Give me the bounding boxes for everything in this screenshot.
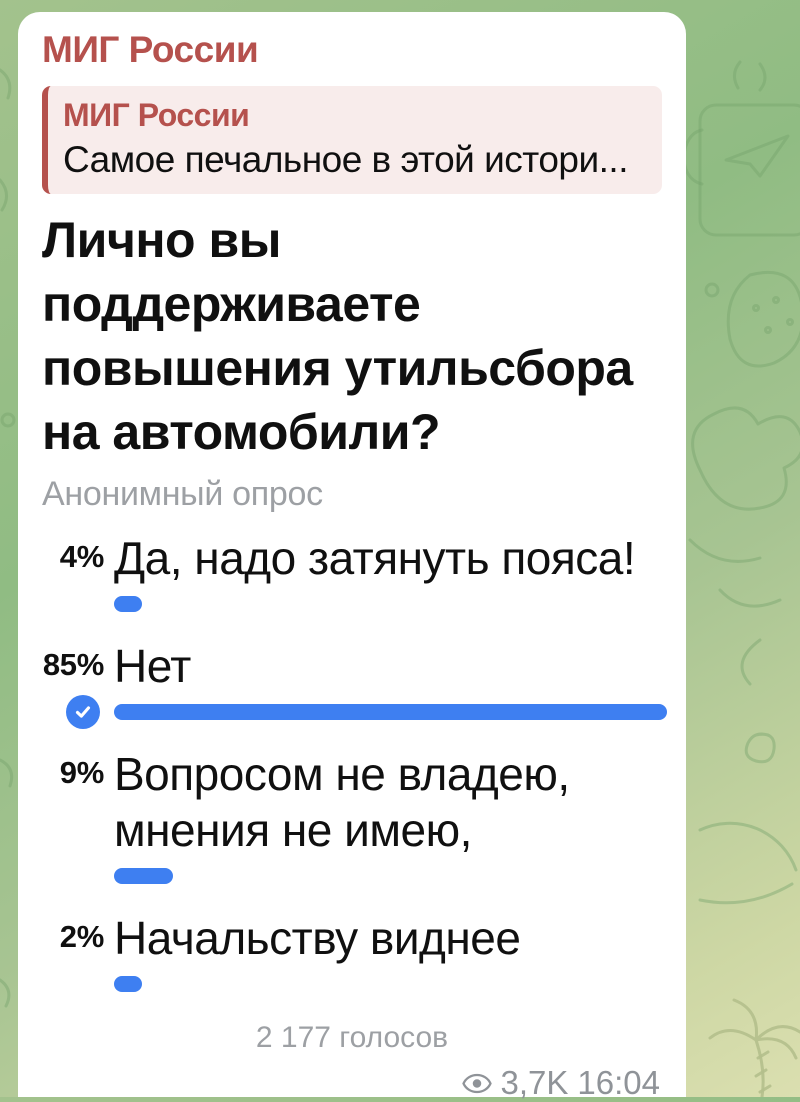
option-percent: 9% (59, 755, 105, 790)
message-meta: 3,7K 16:04 (42, 1064, 662, 1102)
poll-option[interactable]: 9% Вопросом не владею, мнения не имею, (42, 746, 662, 884)
views-count: 3,7K (500, 1064, 569, 1101)
views-eye-icon (461, 1073, 492, 1094)
message-bubble: МИГ России МИГ России Самое печальное в … (18, 12, 686, 1101)
message-time: 16:04 (577, 1064, 660, 1101)
option-text: Вопросом не владею, мнения не имею, (114, 748, 570, 856)
option-text: Нет (114, 640, 191, 692)
poll-question: Лично вы поддерживаете повышения утильсб… (42, 212, 633, 460)
option-percent: 2% (59, 919, 105, 954)
poll-type-label: Анонимный опрос (42, 475, 323, 513)
option-percent: 4% (59, 539, 105, 574)
option-text: Начальству виднее (114, 912, 521, 964)
option-percent: 85% (42, 647, 104, 682)
option-result-bar (114, 976, 142, 992)
reply-quote-snippet: Самое печальное в этой истори... (63, 139, 628, 180)
voted-check-icon (66, 695, 100, 729)
option-result-bar (114, 868, 173, 884)
poll-option[interactable]: 4% Да, надо затянуть пояса! (42, 530, 662, 612)
poll-option[interactable]: 2% Начальству виднее (42, 910, 662, 992)
reply-quote-title: МИГ России (63, 97, 250, 133)
poll-options: 4% Да, надо затянуть пояса! 85% Нет (42, 530, 667, 992)
reply-quote[interactable]: МИГ России Самое печальное в этой истори… (42, 86, 662, 194)
poll-option[interactable]: 85% Нет (42, 638, 667, 729)
poll-votes-count: 2 177 голосов (255, 1021, 449, 1054)
channel-name[interactable]: МИГ России (42, 29, 259, 70)
option-result-bar (114, 596, 142, 612)
option-text: Да, надо затянуть пояса! (114, 532, 636, 584)
option-result-bar (114, 704, 667, 720)
